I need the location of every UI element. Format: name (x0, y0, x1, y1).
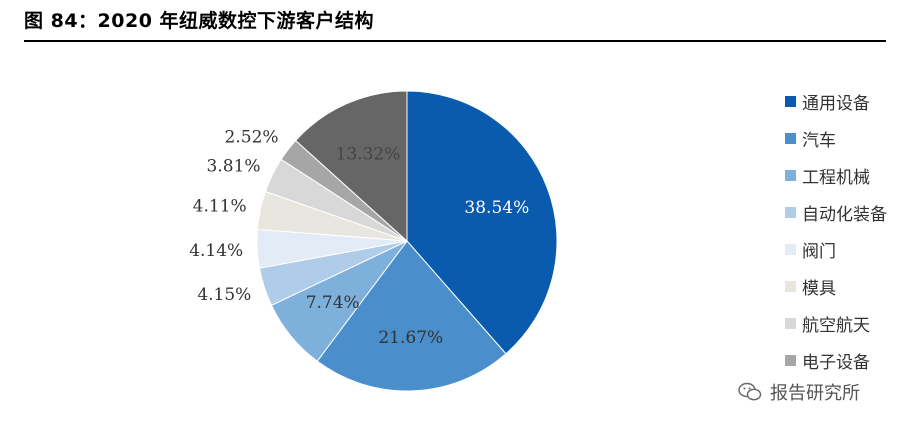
watermark-text: 报告研究所 (770, 383, 860, 404)
pie-slice-automotive (316, 240, 507, 392)
legend-swatch (785, 133, 796, 144)
slice-label-electronic-equipment: 2.52% (225, 127, 279, 147)
slice-label-molds: 4.11% (193, 197, 247, 217)
legend-swatch (785, 244, 796, 255)
legend-label: 航空航天 (802, 316, 870, 336)
slice-label-aerospace: 3.81% (207, 156, 261, 176)
chart-title: 图 84：2020 年纽威数控下游客户结构 (24, 10, 375, 32)
legend-label: 电子设备 (802, 353, 870, 373)
title-divider (24, 40, 886, 42)
legend-label: 模具 (802, 279, 836, 299)
legend-swatch (785, 355, 796, 366)
legend-item-electronic-equipment: 电子设备 (785, 342, 887, 379)
slice-label-automotive: 21.67% (378, 328, 443, 348)
legend-item-general-equipment: 通用设备 (785, 83, 887, 120)
slice-label-other: 13.32% (336, 144, 401, 164)
legend-label: 阀门 (802, 242, 836, 262)
legend-label: 汽车 (802, 131, 836, 151)
wechat-icon (738, 382, 762, 401)
legend-swatch (785, 207, 796, 218)
pie-slice-general-equipment (406, 90, 558, 355)
legend-swatch (785, 318, 796, 329)
legend-item-automotive: 汽车 (785, 120, 887, 157)
legend-label: 通用设备 (802, 94, 870, 114)
legend-swatch (785, 96, 796, 107)
legend-swatch (785, 170, 796, 181)
legend-item-molds: 模具 (785, 268, 887, 305)
legend-item-aerospace: 航空航天 (785, 305, 887, 342)
legend-label: 自动化装备 (802, 205, 887, 225)
watermark: 报告研究所 (738, 379, 860, 405)
slice-label-automation-equipment: 4.15% (197, 285, 251, 305)
legend-swatch (785, 281, 796, 292)
legend-item-valves: 阀门 (785, 231, 887, 268)
legend-item-automation-equipment: 自动化装备 (785, 194, 887, 231)
legend-label: 工程机械 (802, 168, 870, 188)
legend-item-construction-machinery: 工程机械 (785, 157, 887, 194)
chart-legend: 通用设备 汽车 工程机械 自动化装备 阀门 模具 航空航天 电子设备 (785, 83, 887, 379)
pie-slice-other (294, 90, 408, 243)
slice-label-valves: 4.14% (189, 241, 243, 261)
slice-label-construction-machinery: 7.74% (306, 293, 360, 313)
slice-label-general-equipment: 38.54% (464, 198, 529, 218)
